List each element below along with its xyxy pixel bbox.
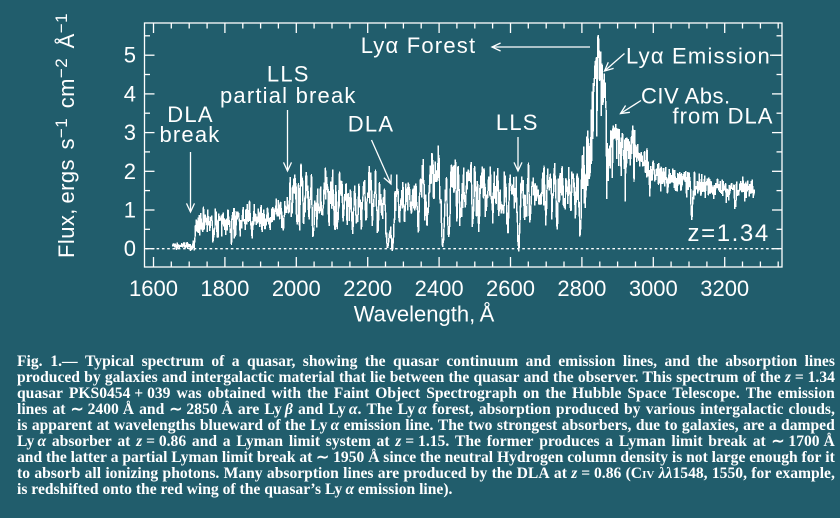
svg-text:1: 1: [124, 198, 136, 223]
svg-text:z=1.34: z=1.34: [688, 220, 770, 247]
svg-text:LLS: LLS: [267, 62, 310, 87]
svg-text:0: 0: [124, 236, 136, 261]
svg-text:3000: 3000: [629, 276, 678, 301]
svg-text:3200: 3200: [700, 276, 749, 301]
svg-text:2200: 2200: [343, 276, 392, 301]
svg-text:2600: 2600: [486, 276, 535, 301]
svg-text:DLA: DLA: [167, 102, 213, 127]
svg-text:4: 4: [124, 81, 136, 106]
svg-text:2: 2: [124, 159, 136, 184]
svg-text:Lyα Forest: Lyα Forest: [361, 33, 477, 58]
svg-text:Wavelength, Å: Wavelength, Å: [354, 302, 495, 327]
svg-text:3: 3: [124, 120, 136, 145]
svg-text:partial break: partial break: [220, 83, 357, 108]
svg-text:break: break: [159, 122, 220, 147]
svg-text:CIV Abs.: CIV Abs.: [641, 84, 731, 109]
svg-text:1800: 1800: [200, 276, 249, 301]
svg-text:2800: 2800: [557, 276, 606, 301]
svg-text:2000: 2000: [272, 276, 321, 301]
svg-text:1600: 1600: [129, 276, 178, 301]
svg-text:from DLA: from DLA: [673, 104, 774, 129]
svg-text:2400: 2400: [415, 276, 464, 301]
svg-text:Lyα Emission: Lyα Emission: [626, 44, 771, 69]
svg-text:LLS: LLS: [496, 110, 539, 135]
svg-text:Flux, ergs s−1 cm−2 Å−1: Flux, ergs s−1 cm−2 Å−1: [52, 13, 79, 258]
svg-text:DLA: DLA: [348, 112, 394, 137]
svg-text:5: 5: [124, 43, 136, 68]
